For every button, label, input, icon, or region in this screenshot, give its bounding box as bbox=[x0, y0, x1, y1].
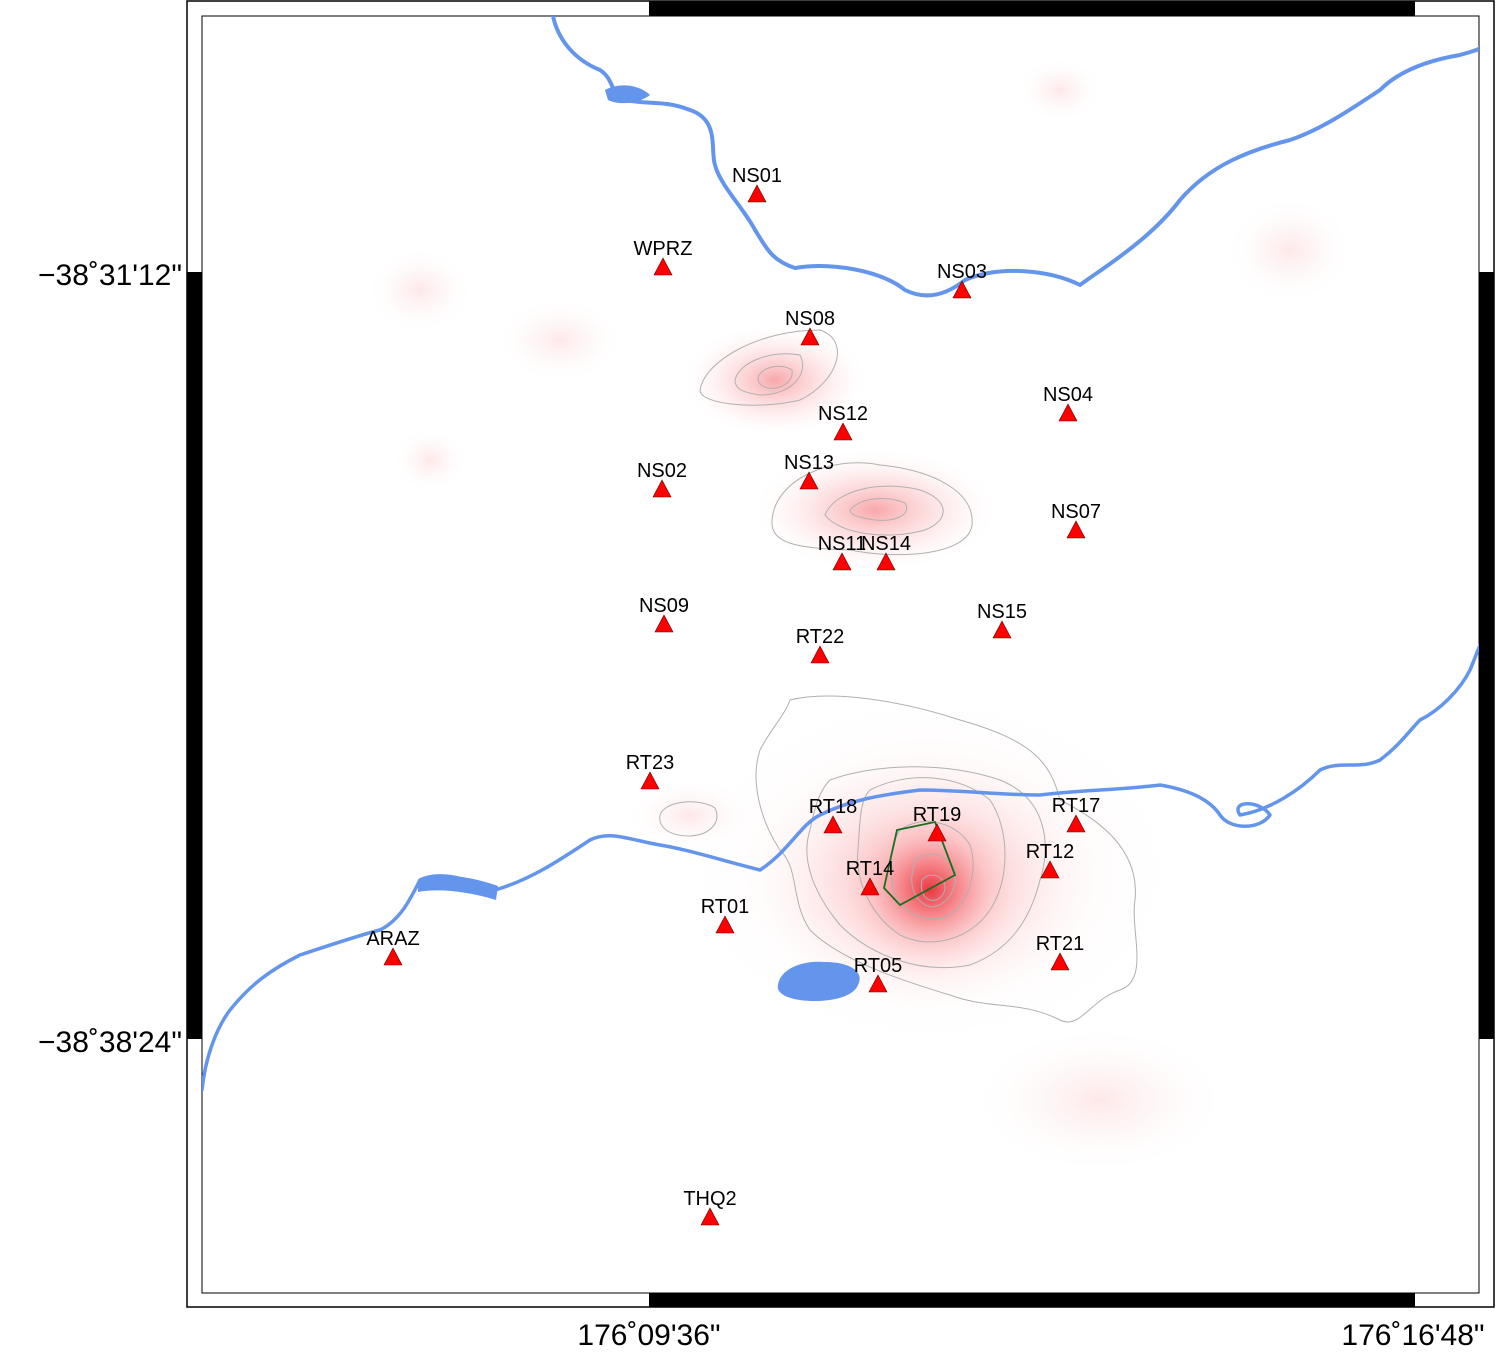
station-label: RT12 bbox=[1026, 841, 1075, 863]
station-araz: ARAZ bbox=[366, 928, 420, 966]
station-ns09: NS09 bbox=[639, 595, 689, 633]
water-bodies bbox=[418, 85, 860, 1002]
red-triangle-icon bbox=[1066, 814, 1086, 833]
frame-bar-top bbox=[649, 1, 1415, 16]
station-rt14: RT14 bbox=[846, 858, 895, 896]
station-label: NS14 bbox=[861, 533, 911, 555]
station-ns01: NS01 bbox=[732, 165, 782, 203]
red-triangle-icon bbox=[952, 280, 972, 299]
station-rt22: RT22 bbox=[796, 626, 845, 664]
station-wprz: WPRZ bbox=[634, 238, 693, 276]
y-tick-label-1: −38˚31'12" bbox=[38, 259, 182, 292]
red-triangle-icon bbox=[832, 552, 852, 571]
station-label: RT23 bbox=[626, 752, 675, 774]
station-rt19: RT19 bbox=[913, 804, 962, 842]
red-triangle-icon bbox=[1058, 403, 1078, 422]
red-triangle-icon bbox=[876, 552, 896, 571]
station-ns14: NS14 bbox=[861, 533, 911, 571]
station-label: RT18 bbox=[809, 796, 858, 818]
station-label: NS09 bbox=[639, 595, 689, 617]
study-area-polygon bbox=[883, 820, 957, 907]
red-triangle-icon bbox=[800, 327, 820, 346]
station-label: NS04 bbox=[1043, 384, 1093, 406]
station-ns12: NS12 bbox=[818, 403, 868, 441]
station-label: WPRZ bbox=[634, 238, 693, 260]
event-density-field bbox=[370, 60, 1350, 1170]
station-thq2: THQ2 bbox=[683, 1188, 737, 1226]
red-triangle-icon bbox=[1050, 952, 1070, 971]
station-label: RT17 bbox=[1052, 795, 1101, 817]
station-ns11: NS11 bbox=[818, 533, 867, 571]
red-triangle-icon bbox=[383, 947, 403, 966]
station-label: NS02 bbox=[637, 460, 687, 482]
station-rt23: RT23 bbox=[626, 752, 675, 790]
station-ns03: NS03 bbox=[937, 261, 987, 299]
red-triangle-icon bbox=[823, 815, 843, 834]
frame-bar-left bbox=[187, 272, 202, 1039]
red-triangle-icon bbox=[860, 877, 880, 896]
station-rt05: RT05 bbox=[854, 955, 903, 993]
station-label: NS15 bbox=[977, 601, 1027, 623]
lake bbox=[777, 961, 860, 1002]
red-triangle-icon bbox=[1040, 860, 1060, 879]
station-label: NS11 bbox=[818, 533, 867, 555]
red-triangle-icon bbox=[747, 184, 767, 203]
stations-layer: NS01 WPRZ NS03 NS08 NS04 NS12 NS02 NS13 NS07 NS11… bbox=[366, 165, 1101, 1226]
station-rt01: RT01 bbox=[701, 896, 750, 934]
red-triangle-icon bbox=[1066, 520, 1086, 539]
density-contours bbox=[659, 329, 1138, 1023]
red-triangle-icon bbox=[868, 974, 888, 993]
red-triangle-icon bbox=[653, 257, 673, 276]
station-label: NS01 bbox=[732, 165, 782, 187]
x-tick-label-2: 176˚16'48" bbox=[1341, 1319, 1484, 1352]
station-rt17: RT17 bbox=[1052, 795, 1101, 833]
station-label: RT01 bbox=[701, 896, 750, 918]
station-ns04: NS04 bbox=[1043, 384, 1093, 422]
x-tick-label-1: 176˚09'36" bbox=[577, 1319, 720, 1352]
station-label: RT21 bbox=[1036, 933, 1085, 955]
station-rt12: RT12 bbox=[1026, 841, 1075, 879]
station-label: NS07 bbox=[1051, 501, 1101, 523]
station-label: THQ2 bbox=[683, 1188, 736, 1210]
map-frame bbox=[186, 0, 1495, 1308]
rivers bbox=[202, 16, 1479, 1092]
northern-river bbox=[551, 16, 1479, 298]
lower-river-pool bbox=[418, 875, 498, 900]
station-ns15: NS15 bbox=[977, 601, 1027, 639]
red-triangle-icon bbox=[640, 771, 660, 790]
station-rt21: RT21 bbox=[1036, 933, 1085, 971]
red-triangle-icon bbox=[927, 823, 947, 842]
station-label: RT22 bbox=[796, 626, 845, 648]
station-ns02: NS02 bbox=[637, 460, 687, 498]
station-label: NS13 bbox=[784, 452, 834, 474]
station-label: RT19 bbox=[913, 804, 962, 826]
red-triangle-icon bbox=[810, 645, 830, 664]
southern-river bbox=[202, 643, 1479, 1092]
station-label: NS08 bbox=[785, 308, 835, 330]
red-triangle-icon bbox=[652, 479, 672, 498]
red-triangle-icon bbox=[715, 915, 735, 934]
station-label: RT14 bbox=[846, 858, 895, 880]
red-triangle-icon bbox=[654, 614, 674, 633]
red-triangle-icon bbox=[833, 422, 853, 441]
station-ns08: NS08 bbox=[785, 308, 835, 346]
red-triangle-icon bbox=[700, 1207, 720, 1226]
station-rt18: RT18 bbox=[809, 796, 858, 834]
station-label: ARAZ bbox=[366, 928, 419, 950]
station-ns07: NS07 bbox=[1051, 501, 1101, 539]
frame-bar-right bbox=[1479, 272, 1494, 1039]
y-tick-label-2: −38˚38'24" bbox=[38, 1026, 182, 1059]
upper-river-pool bbox=[605, 85, 650, 104]
frame-bar-bottom bbox=[649, 1293, 1415, 1307]
station-label: NS03 bbox=[937, 261, 987, 283]
red-triangle-icon bbox=[799, 471, 819, 490]
station-ns13: NS13 bbox=[784, 452, 834, 490]
red-triangle-icon bbox=[992, 620, 1012, 639]
station-label: RT05 bbox=[854, 955, 903, 977]
station-label: NS12 bbox=[818, 403, 868, 425]
